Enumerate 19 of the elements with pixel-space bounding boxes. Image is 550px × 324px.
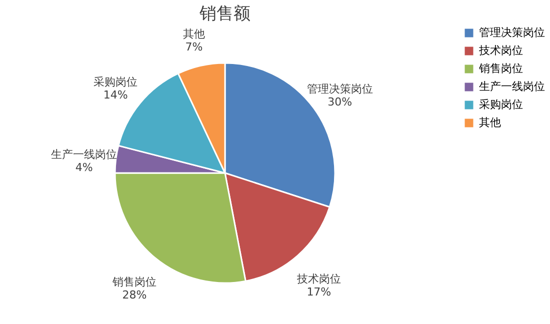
data-label: 28% xyxy=(122,288,147,302)
legend-label: 采购岗位 xyxy=(479,98,523,111)
data-label: 17% xyxy=(306,286,332,299)
slice-label: 管理决策岗位 xyxy=(306,82,373,96)
data-label: 4% xyxy=(75,161,93,174)
legend-label: 生产一线岗位 xyxy=(479,80,545,93)
slice-label: 生产一线岗位 xyxy=(51,148,118,162)
data-label: 30% xyxy=(328,96,352,109)
data-label: 7% xyxy=(185,40,203,54)
slice-label: 技术岗位 xyxy=(296,272,341,286)
chart-title: 销售额 xyxy=(198,4,250,24)
legend-label: 管理决策岗位 xyxy=(479,26,545,39)
legend-label: 技术岗位 xyxy=(478,44,523,57)
slice-label: 采购岗位 xyxy=(94,75,138,88)
legend-label: 销售岗位 xyxy=(478,62,523,75)
slice-label: 销售岗位 xyxy=(111,275,156,288)
data-label: 14% xyxy=(103,88,128,102)
legend-label: 其他 xyxy=(479,116,501,129)
slice-label: 其他 xyxy=(183,27,206,40)
